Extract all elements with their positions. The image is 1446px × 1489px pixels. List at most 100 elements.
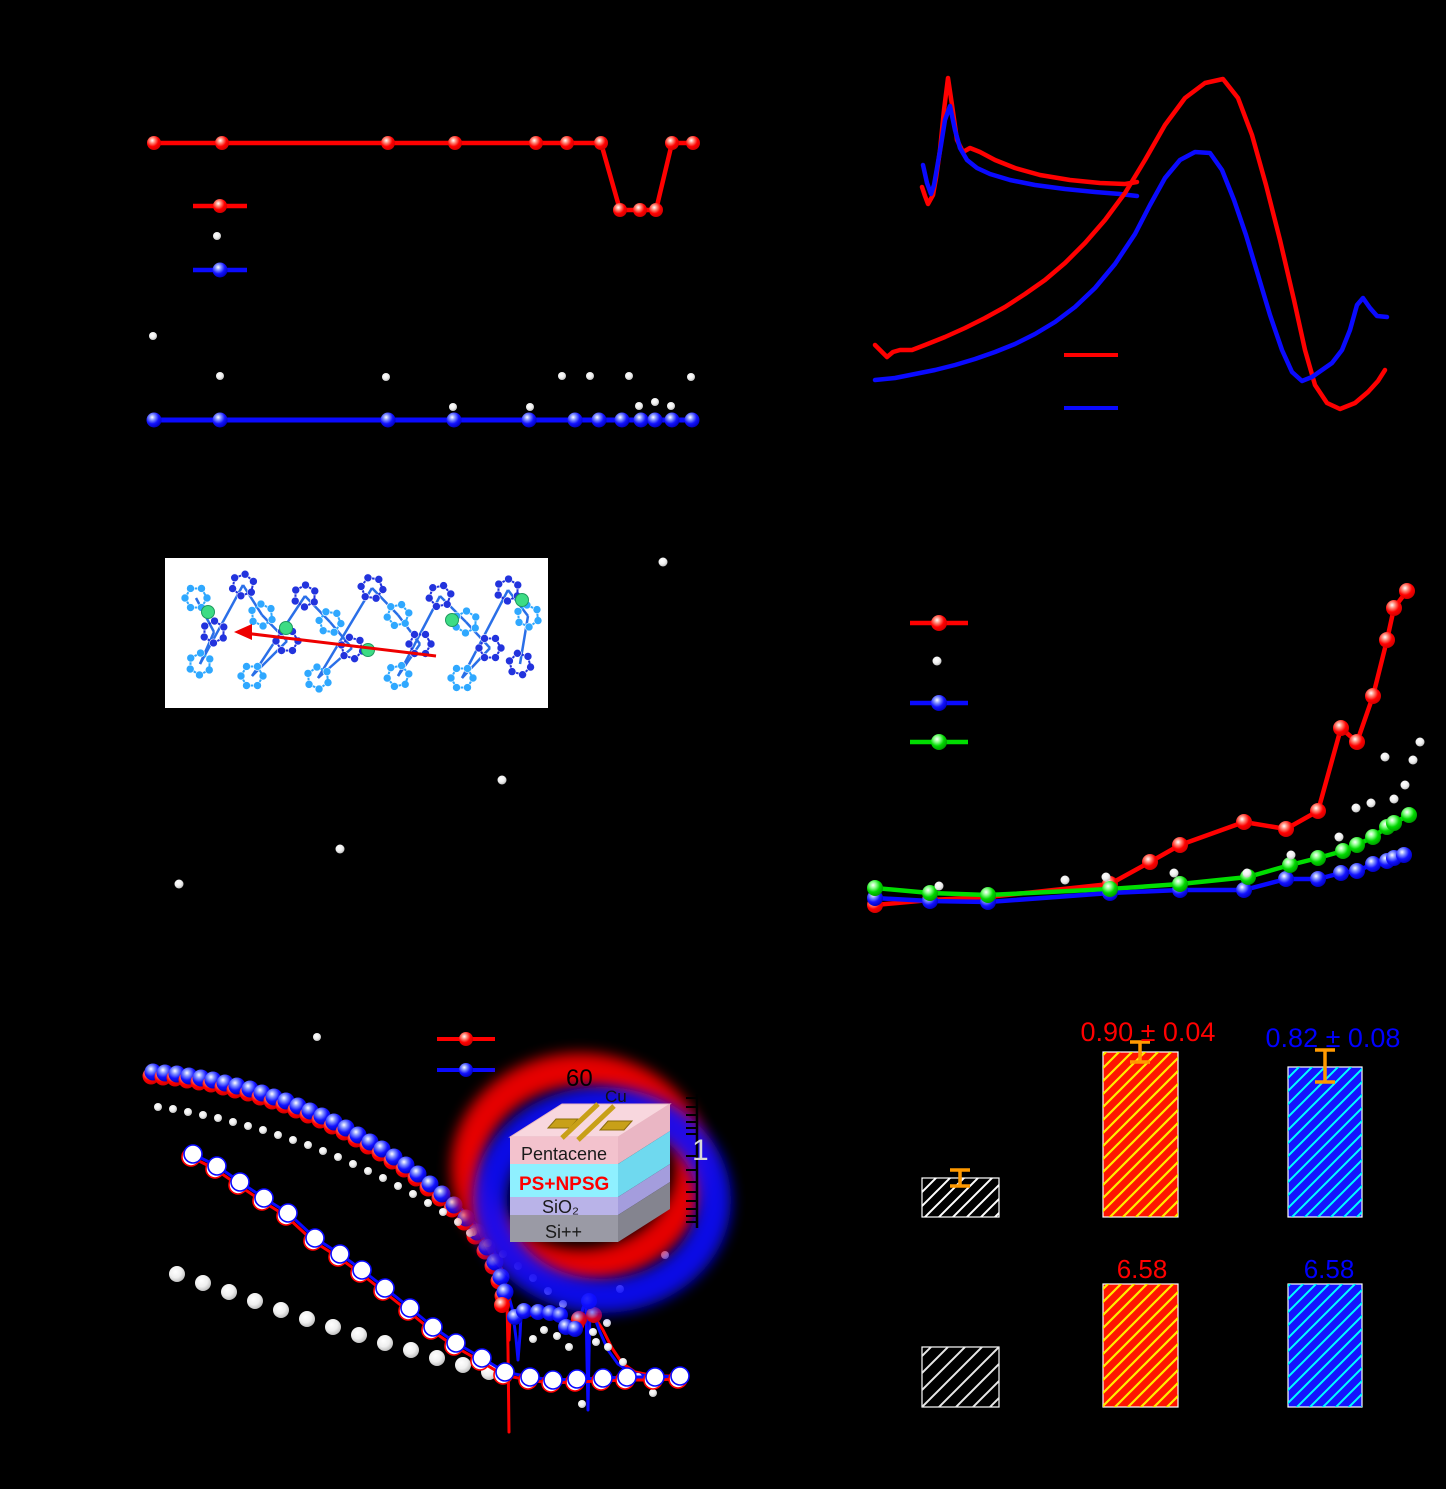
bottom-row-point [195,1275,211,1291]
sio2-side-face [618,1164,670,1215]
molecule-atom [253,681,262,690]
green-series-point [1310,850,1326,866]
stray-point [553,1332,561,1340]
molecule-atom [301,580,310,590]
molecule-atom [480,653,489,662]
molecule-atom [474,643,484,653]
molecule-background [165,558,548,708]
molecule-atom [210,616,219,626]
white-series-point [658,557,668,567]
molecule-atom [514,618,524,627]
molecule-bond [329,621,353,649]
blue-series-point [684,412,700,428]
psnpsg-front-face [510,1164,618,1197]
red-series-point [1379,632,1395,648]
molecule-atom [513,580,523,590]
bottom-row-point [325,1319,341,1335]
inset-axis-ticks [686,1094,699,1228]
molecule-atom [291,585,301,595]
bottom-row-point [351,1327,367,1343]
molecule-atom [248,617,258,626]
bar-value-label-red-top: 0.90 ± 0.04 [1081,1017,1216,1047]
molecule-atom [322,667,332,676]
molecule-atom [532,605,542,614]
molecule-atom [242,662,251,671]
molecule-atom [219,622,229,632]
molecule-atom [312,662,322,672]
sqrt-point [330,1244,350,1264]
molecule-atom [185,664,195,674]
white-series-point [449,403,457,411]
bottom-row-point [455,1357,471,1373]
green-series-point [867,880,883,896]
red-series-point [594,136,608,150]
molecule-atom [421,630,430,639]
big-peak-red-curve [872,76,1388,412]
dotted-row-point [424,1199,432,1207]
molecule-atom [523,652,533,661]
inset-axis-tick-label-60: 60 [566,1065,593,1092]
sqrt-point [254,1188,274,1208]
white-series-point [1400,780,1410,790]
molecule-bond [439,595,467,623]
red-series-point [1172,837,1188,853]
psnpsg-label: PS+NPSG [519,1174,609,1195]
stray-point [466,1229,474,1237]
blue-series-point [1396,847,1412,863]
molecule-metal-atom [279,621,293,635]
molecule-bond [396,595,442,677]
legend-red-marker [931,615,947,631]
dotted-row-point [259,1126,267,1134]
molecule-atom [494,579,504,589]
dotted-row-point [229,1118,237,1126]
white-series-point [1169,868,1179,878]
sqrt-point [593,1368,613,1388]
subthreshold-red-point [494,1297,510,1313]
molecule-bond [304,595,331,623]
molecule-atom [404,639,414,649]
molecule-atom [332,609,342,618]
blue-series-point [1310,871,1326,887]
molecule-atom [209,638,218,648]
molecule-atom [382,612,392,622]
molecule-atom [249,577,258,586]
stray-point [313,1033,321,1041]
bottom-row-point [377,1335,393,1351]
molecule-atom [463,664,472,673]
molecule-bond [316,587,374,679]
stray-point [540,1326,548,1334]
bar-hatch-red [1103,1052,1178,1217]
molecule-atom [186,603,195,612]
green-series-point [1401,807,1417,823]
molecule-metal-atom [445,613,459,627]
molecule-atom [371,593,381,603]
sqrt-point [183,1144,203,1164]
top-cluster-blue-point [373,1140,391,1158]
dotted-row-point [394,1182,402,1190]
device-stack-inset: 60 Cu Pentacene PS+NPSG SiO₂ Si++ 1 [451,1053,731,1313]
molecule-atom [199,632,209,642]
molecule-atom [288,646,297,655]
molecule-atom [390,682,399,691]
white-series-point [934,881,944,891]
molecule-atom [318,626,328,635]
dotted-row-point [454,1218,462,1226]
blue-series-point [664,412,680,428]
gold-electrode-bar [576,1104,616,1142]
white-series-point [335,844,345,854]
molecule-atom [236,591,246,601]
white-series-point [526,403,534,411]
green-series-line [872,812,1412,898]
molecule-atom [314,616,324,625]
molecule-atom [186,584,195,593]
bar-value-label-blue-top: 0.82 ± 0.08 [1266,1023,1401,1053]
sqrt-point [230,1172,250,1192]
molecule-bond [241,584,264,616]
red-series-point [448,136,462,150]
white-series-point [1415,737,1425,747]
legend-green-marker [931,734,947,750]
molecule-metal-atom [361,643,375,657]
dotted-row-point [409,1190,417,1198]
dotted-row-point [154,1103,162,1111]
red-series-point [560,136,574,150]
